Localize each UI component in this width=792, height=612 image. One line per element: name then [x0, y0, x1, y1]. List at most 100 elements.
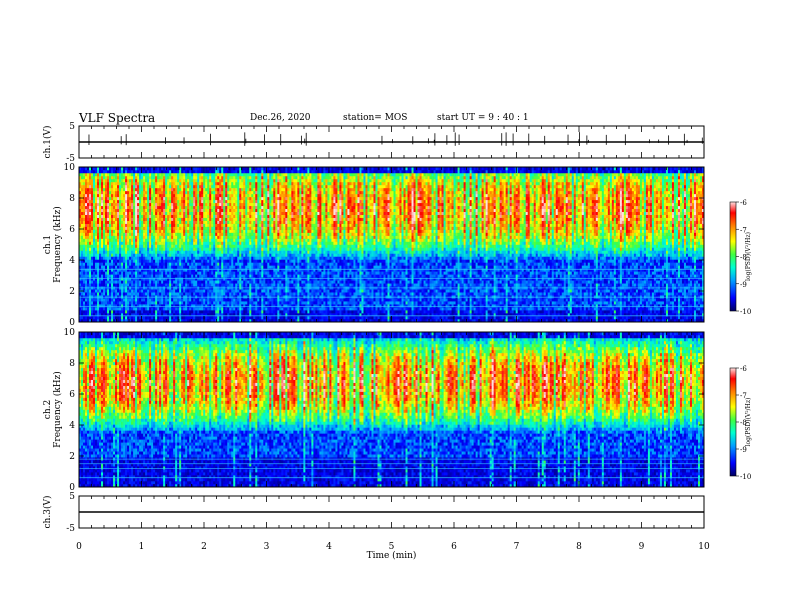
spectrogram-cell	[251, 215, 253, 218]
spectrogram-cell	[115, 200, 117, 203]
spectrogram-cell	[193, 310, 195, 313]
spectrogram-cell	[109, 218, 111, 221]
spectrogram-cell	[143, 185, 145, 188]
spectrogram-cell	[81, 268, 83, 271]
spectrogram-cell	[213, 247, 215, 250]
spectrogram-cell	[211, 233, 213, 236]
spectrogram-cell	[119, 203, 121, 206]
spectrogram-cell	[201, 224, 203, 227]
spectrogram-cell	[165, 307, 167, 310]
spectrogram-cell	[185, 271, 187, 274]
spectrogram-cell	[179, 280, 181, 283]
spectrogram-cell	[117, 280, 119, 283]
spectrogram-cell	[247, 188, 249, 191]
spectrogram-cell	[175, 197, 177, 200]
spectrogram-cell	[123, 185, 125, 188]
spectrogram-cell	[245, 197, 247, 200]
spectrogram-cell	[107, 173, 109, 176]
spectrogram-cell	[157, 173, 159, 176]
spectrogram-cell	[93, 310, 95, 313]
spectrogram-cell	[107, 242, 109, 245]
spectrogram-cell	[111, 215, 113, 218]
spectrogram-cell	[179, 185, 181, 188]
spectrogram-cell	[267, 209, 269, 212]
spectrogram-cell	[109, 310, 111, 313]
spectrogram-cell	[259, 259, 261, 262]
spectrogram-cell	[183, 289, 185, 292]
spectrogram-cell	[221, 301, 223, 304]
spectrogram-cell	[141, 236, 143, 239]
spectrogram-cell	[173, 212, 175, 215]
spectrogram-cell	[93, 307, 95, 310]
spectrogram-cell	[97, 268, 99, 271]
spectrogram-cell	[191, 197, 193, 200]
spectrogram-cell	[143, 224, 145, 227]
spectrogram-cell	[203, 253, 205, 256]
spectrogram-cell	[239, 247, 241, 250]
spectrogram-cell	[103, 262, 105, 265]
spectrogram-cell	[199, 197, 201, 200]
spectrogram-cell	[135, 301, 137, 304]
spectrogram-cell	[237, 280, 239, 283]
spectrogram-cell	[267, 239, 269, 242]
spectrogram-cell	[165, 191, 167, 194]
spectrogram-cell	[107, 310, 109, 313]
spectrogram-cell	[129, 242, 131, 245]
spectrogram-cell	[243, 176, 245, 179]
spectrogram-cell	[83, 236, 85, 239]
spectrogram-cell	[237, 289, 239, 292]
spectrogram-cell	[253, 224, 255, 227]
spectrogram-cell	[129, 227, 131, 230]
spectrogram-cell	[203, 230, 205, 233]
spectrogram-cell	[231, 310, 233, 313]
spectrogram-cell	[125, 250, 127, 253]
spectrogram-cell	[193, 185, 195, 188]
spectrogram-cell	[137, 247, 139, 250]
spectrogram-cell	[163, 245, 165, 248]
spectrogram-cell	[233, 182, 235, 185]
spectrogram-cell	[117, 242, 119, 245]
spectrogram-cell	[237, 298, 239, 301]
spectrogram-cell	[257, 179, 259, 182]
spectrogram-cell	[113, 170, 115, 173]
spectrogram-cell	[263, 203, 265, 206]
spectrogram-cell	[231, 304, 233, 307]
spectrogram-cell	[147, 185, 149, 188]
spectrogram-cell	[83, 224, 85, 227]
spectrogram-cell	[99, 209, 101, 212]
spectrogram-cell	[217, 170, 219, 173]
spectrogram-cell	[255, 271, 257, 274]
spectrogram-cell	[263, 191, 265, 194]
spectrogram-cell	[241, 268, 243, 271]
spectrogram-cell	[165, 233, 167, 236]
spectrogram-cell	[227, 292, 229, 295]
spectrogram-cell	[193, 224, 195, 227]
spectrogram-cell	[207, 218, 209, 221]
spectrogram-cell	[95, 179, 97, 182]
spectrogram-cell	[163, 268, 165, 271]
spectrogram-cell	[97, 298, 99, 301]
spectrogram-cell	[93, 212, 95, 215]
spectrogram-cell	[155, 200, 157, 203]
spectrogram-cell	[95, 247, 97, 250]
spectrogram-cell	[145, 197, 147, 200]
spectrogram-cell	[221, 224, 223, 227]
spectrogram-cell	[91, 265, 93, 268]
spectrogram-cell	[253, 247, 255, 250]
spectrogram-cell	[217, 304, 219, 307]
spectrogram-cell	[175, 316, 177, 319]
spectrogram-cell	[217, 250, 219, 253]
spectrogram-cell	[171, 203, 173, 206]
spectrogram-cell	[119, 224, 121, 227]
spectrogram-cell	[89, 227, 91, 230]
spectrogram-cell	[141, 298, 143, 301]
spectrogram-cell	[177, 239, 179, 242]
spectrogram-cell	[195, 259, 197, 262]
spectrogram-cell	[211, 227, 213, 230]
spectrogram-cell	[95, 233, 97, 236]
spectrogram-cell	[131, 182, 133, 185]
spectrogram-cell	[135, 230, 137, 233]
spectrogram-cell	[251, 182, 253, 185]
spectrogram-cell	[241, 310, 243, 313]
spectrogram-cell	[265, 197, 267, 200]
